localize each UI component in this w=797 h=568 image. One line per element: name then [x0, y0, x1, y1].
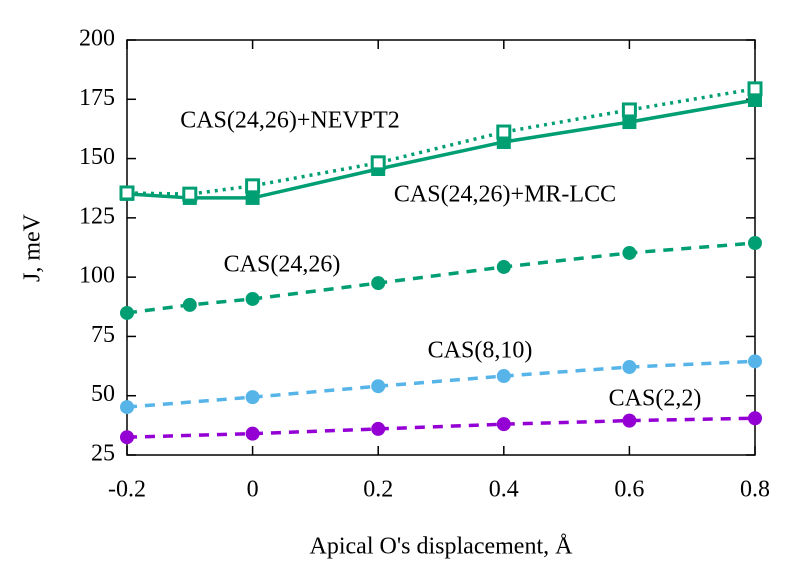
- point: [621, 102, 637, 118]
- x-tick-label: -0.2: [108, 477, 146, 503]
- point: [371, 276, 386, 291]
- point: [622, 413, 637, 428]
- y-tick-label: 200: [79, 26, 115, 52]
- y-tick-label: 25: [91, 441, 115, 467]
- point: [371, 379, 386, 394]
- series-label: CAS(24,26)+MR-LCC: [394, 182, 616, 208]
- point: [120, 430, 134, 445]
- series-line: [126, 416, 756, 439]
- point: [748, 235, 762, 250]
- y-tick-label: 75: [91, 322, 115, 348]
- x-axis-label: Apical O's displacement, Å: [310, 534, 574, 560]
- series-label: CAS(2,2): [609, 386, 702, 412]
- point: [622, 360, 637, 375]
- point: [245, 291, 260, 306]
- point: [496, 259, 511, 274]
- point: [370, 155, 386, 171]
- point: [622, 245, 637, 260]
- series-label: CAS(24,26)+NEVPT2: [180, 108, 400, 134]
- y-tick-label: 50: [91, 381, 115, 407]
- x-tick-label: 0: [247, 477, 259, 503]
- x-tick-label: 0.8: [740, 477, 770, 503]
- point: [245, 426, 260, 441]
- y-tick-label: 125: [79, 203, 115, 229]
- y-tick-label: 100: [79, 263, 115, 289]
- series-line: [126, 359, 756, 409]
- point: [182, 297, 197, 312]
- y-axis-label: J, meV: [20, 213, 46, 282]
- series-label: CAS(24,26): [224, 252, 341, 278]
- point: [496, 369, 511, 384]
- series-line: [126, 87, 756, 196]
- point: [119, 185, 135, 201]
- x-tick-label: 0.2: [363, 477, 393, 503]
- point: [496, 124, 512, 140]
- point: [747, 81, 763, 97]
- point: [245, 390, 260, 405]
- point: [120, 305, 134, 320]
- y-tick-label: 150: [79, 144, 115, 170]
- series-line: [126, 241, 756, 315]
- point: [748, 92, 762, 107]
- point: [245, 190, 260, 205]
- point: [120, 400, 134, 415]
- point: [496, 417, 511, 432]
- y-tick-label: 175: [79, 85, 115, 111]
- x-tick-label: 0.6: [614, 477, 644, 503]
- series-label: CAS(8,10): [428, 338, 533, 364]
- point: [245, 178, 261, 194]
- point: [622, 115, 637, 130]
- point: [748, 411, 762, 426]
- point: [748, 354, 762, 369]
- point: [182, 186, 198, 202]
- x-tick-label: 0.4: [489, 477, 519, 503]
- point: [371, 421, 386, 436]
